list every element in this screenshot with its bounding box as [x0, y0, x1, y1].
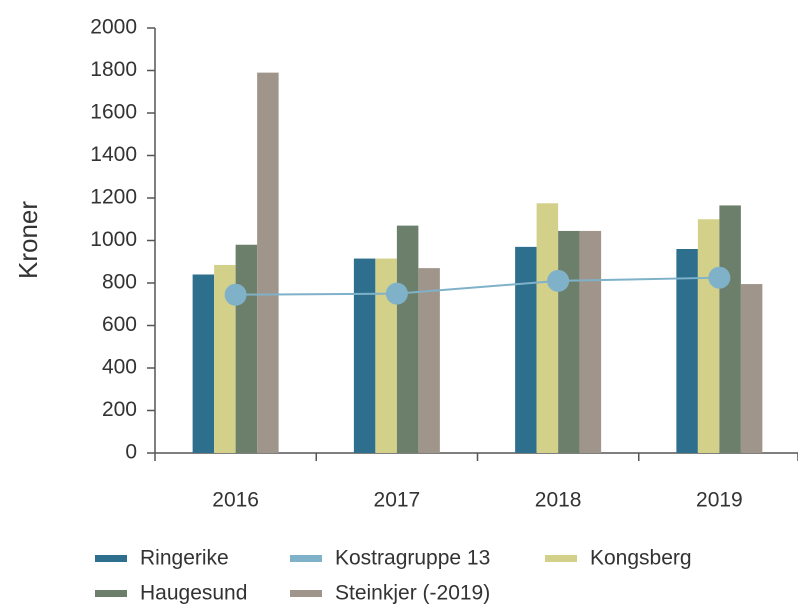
legend-label: Haugesund	[140, 582, 247, 605]
bar	[353, 258, 376, 453]
line-marker	[385, 282, 408, 305]
y-tick-label: 2000	[90, 16, 137, 39]
line-marker	[224, 283, 247, 306]
bar	[396, 225, 419, 453]
legend-swatch	[95, 590, 127, 597]
x-tick-label: 2017	[374, 489, 421, 512]
bar	[375, 258, 397, 453]
legend-label: Ringerike	[140, 547, 229, 570]
bar	[192, 274, 215, 453]
bar	[214, 264, 236, 453]
y-tick-label: 1800	[90, 58, 137, 81]
y-tick-label: 0	[125, 441, 137, 464]
y-tick-label: 200	[102, 398, 137, 421]
legend-label: Steinkjer (-2019)	[335, 582, 490, 605]
legend-swatch	[290, 590, 322, 597]
y-tick-label: 400	[102, 356, 137, 379]
bar	[257, 72, 279, 453]
bar	[536, 203, 559, 453]
line-marker	[708, 266, 731, 289]
bar	[515, 246, 537, 453]
bar	[418, 268, 440, 453]
x-tick-label: 2016	[212, 489, 259, 512]
bar	[676, 249, 698, 453]
bar	[579, 230, 602, 453]
legend-swatch	[290, 555, 322, 562]
y-tick-label: 1600	[90, 101, 137, 124]
legend-swatch	[95, 555, 127, 562]
bar	[558, 230, 580, 453]
y-tick-label: 800	[102, 271, 137, 294]
x-tick-label: 2018	[535, 489, 582, 512]
line-marker	[547, 269, 570, 292]
bar	[719, 205, 741, 453]
legend-swatch	[545, 555, 577, 562]
x-tick-label: 2019	[696, 489, 743, 512]
legend-label: Kongsberg	[590, 547, 692, 570]
bar	[740, 284, 763, 453]
y-tick-label: 1200	[90, 186, 137, 209]
bar	[697, 219, 720, 453]
y-tick-label: 1400	[90, 143, 137, 166]
legend-label: Kostragruppe 13	[335, 547, 490, 570]
line	[235, 276, 720, 296]
bar	[235, 244, 258, 453]
y-tick-label: 600	[102, 313, 137, 336]
y-tick-label: 1000	[90, 228, 137, 251]
y-axis-label: Kroner	[13, 201, 43, 279]
